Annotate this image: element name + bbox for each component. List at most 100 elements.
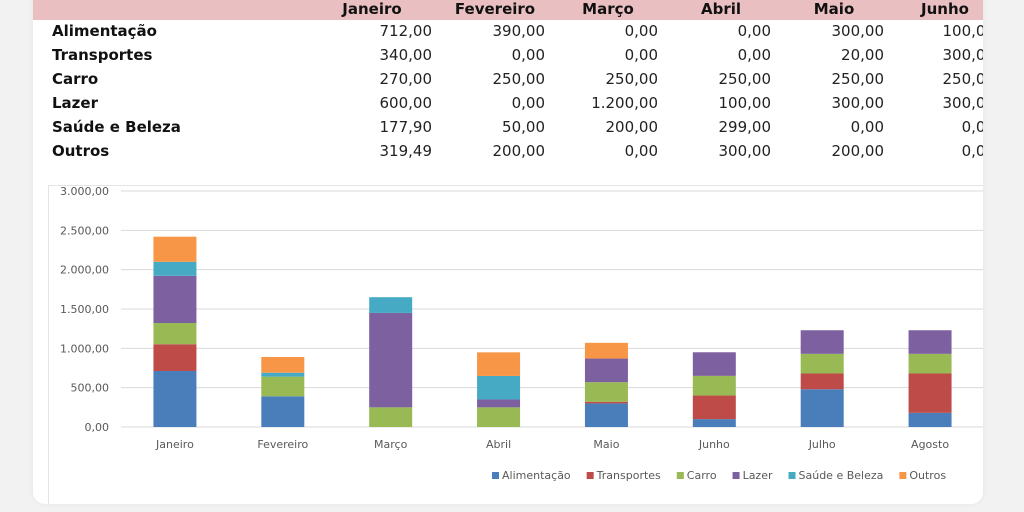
table-cell: 0,00 (511, 46, 545, 64)
table-cell: 0,00 (850, 118, 884, 136)
table-cell: 250,00 (492, 70, 546, 88)
table-cell: 300,00 (831, 94, 885, 112)
y-tick-label: 1.000,00 (60, 342, 109, 355)
column-header: Janeiro (342, 0, 402, 18)
bar-segment-outros (261, 356, 305, 373)
table-cell: 100,00 (942, 22, 984, 40)
bar-segment-carro (369, 407, 413, 427)
column-header: Abril (700, 0, 742, 18)
table-cell: 0,00 (624, 22, 658, 40)
bar-segment-saúde-e-beleza (369, 297, 413, 313)
bar-segment-outros (584, 342, 628, 359)
table-cell: 390,00 (492, 22, 546, 40)
bar-segment-carro (800, 353, 844, 374)
bar-segment-alimentação (908, 412, 952, 427)
legend-swatch (732, 472, 740, 479)
table-cell: 200,00 (831, 142, 885, 160)
x-tick-label: Julho (808, 438, 836, 451)
spreadsheet-card: Janeiro Fevereiro Março Abril Maio Junho Alime… (33, 0, 983, 504)
legend-entry: Outros (909, 469, 946, 482)
table-cell: 319,49 (379, 142, 433, 160)
table-cell: 200,00 (492, 142, 546, 160)
chart-container: 0,00 500,00 1.000,00 1.500,00 2.000,00 2.500,… (48, 185, 983, 504)
legend-entry: Carro (687, 469, 717, 482)
table-cell: 0,00 (961, 142, 983, 160)
table-cell: 300,00 (718, 142, 772, 160)
y-tick-label: 1.500,00 (60, 303, 109, 316)
bar-segment-carro (692, 375, 736, 396)
bar-segment-lazer (584, 358, 628, 383)
bar-segment-transportes (908, 373, 952, 413)
x-tick-label: Fevereiro (257, 438, 308, 451)
legend-swatch (899, 472, 907, 479)
table-cell: 0,00 (961, 118, 983, 136)
column-header: Março (582, 0, 634, 18)
x-tick-label: Agosto (911, 438, 949, 451)
bar-segment-saúde-e-beleza (153, 261, 197, 276)
bar-segment-alimentação (692, 419, 736, 427)
legend-entry: Lazer (743, 469, 773, 482)
table-cell: 177,90 (379, 118, 433, 136)
x-tick-label: Janeiro (155, 438, 194, 451)
bar-segment-lazer (477, 399, 521, 408)
table-cell: 300,00 (942, 94, 984, 112)
bar-segment-lazer (153, 275, 197, 324)
table-cell: 250,00 (718, 70, 772, 88)
bar-segment-transportes (800, 373, 844, 390)
table-cell: 300,00 (831, 22, 885, 40)
table-cell: 0,00 (624, 142, 658, 160)
row-label: Saúde e Beleza (52, 118, 181, 136)
bar-segment-carro (477, 407, 521, 427)
table-cell: 299,00 (718, 118, 772, 136)
table-cell: 0,00 (737, 22, 771, 40)
column-header: Fevereiro (454, 0, 536, 18)
bar-segment-alimentação (261, 396, 305, 427)
y-tick-label: 0,00 (85, 421, 110, 434)
row-label: Carro (52, 70, 99, 88)
bar-segment-lazer (692, 352, 736, 376)
bar-segment-carro (153, 323, 197, 345)
bar-segment-carro (261, 376, 305, 397)
x-tick-label: Março (374, 438, 408, 451)
bar-segment-outros (153, 236, 197, 262)
table-cell: 0,00 (511, 94, 545, 112)
table-cell: 270,00 (379, 70, 433, 88)
x-tick-label: Maio (593, 438, 619, 451)
table-cell: 250,00 (942, 70, 984, 88)
legend-swatch (586, 472, 594, 479)
table-cell: 600,00 (379, 94, 433, 112)
bar-segment-transportes (153, 344, 197, 371)
row-label: Transportes (52, 46, 153, 64)
column-header: Maio (813, 0, 855, 18)
bar-segment-outros (477, 352, 521, 376)
legend-swatch (676, 472, 684, 479)
bar-segment-saúde-e-beleza (477, 375, 521, 400)
bar-segment-lazer (800, 330, 844, 354)
x-tick-label: Junho (698, 438, 730, 451)
legend-swatch (492, 472, 499, 479)
legend-entry: Saúde e Beleza (799, 469, 884, 482)
table-cell: 250,00 (831, 70, 885, 88)
table-cell: 300,00 (942, 46, 984, 64)
bar-segment-saúde-e-beleza (261, 372, 305, 377)
row-label: Outros (52, 142, 110, 160)
legend-entry: Transportes (596, 469, 661, 482)
bar-segment-alimentação (584, 403, 628, 427)
bar-segment-transportes (584, 401, 628, 404)
table-cell: 100,00 (718, 94, 772, 112)
table-cell: 0,00 (737, 46, 771, 64)
bar-segment-lazer (908, 330, 952, 354)
table-cell: 250,00 (605, 70, 659, 88)
table-cell: 200,00 (605, 118, 659, 136)
row-label: Lazer (52, 94, 98, 112)
bar-segment-transportes (692, 395, 736, 420)
row-label: Alimentação (52, 22, 157, 40)
y-tick-label: 500,00 (71, 382, 110, 395)
y-tick-label: 3.000,00 (60, 186, 109, 198)
table-cell: 1.200,00 (591, 94, 658, 112)
table-cell: 340,00 (379, 46, 433, 64)
y-tick-label: 2.500,00 (60, 224, 109, 237)
table-cell: 50,00 (502, 118, 545, 136)
x-tick-label: Abril (486, 438, 511, 451)
legend-entry: Alimentação (502, 469, 571, 482)
